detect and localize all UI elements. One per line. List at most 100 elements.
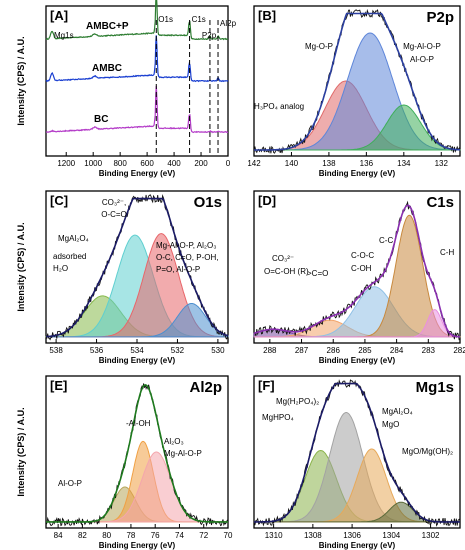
x-tick-label: 1308 [304,531,322,540]
panel-4: [D] C1s 288 287 286 285 284 283 282 Binding Energ… [253,190,465,365]
component-peak [46,303,229,338]
fit-envelope [45,197,229,338]
series-label: BC [94,114,108,125]
peak-annotation: >C=O [307,269,328,278]
peak-annotation: Al-O-P [58,479,82,488]
series-label: AMBC+P [86,21,129,32]
x-tick-label: 132 [435,159,449,168]
peak-annotation: CO₃²⁻ [272,254,294,263]
x-tick-label: 1000 [84,159,102,168]
peak-annotation: MgAl₂O₄ [382,407,413,416]
fit-envelope [254,382,460,523]
x-tick-label: 285 [358,346,372,355]
x-axis-label: Binding Energy (eV) [99,541,176,550]
x-tick-label: 1310 [265,531,283,540]
series-line [45,35,229,83]
fit-envelope [254,12,461,151]
peak-label: Mg1s [54,31,74,40]
x-tick-label: 200 [194,159,208,168]
plot-frame [253,5,461,157]
x-tick-label: 534 [130,346,144,355]
x-tick-label: 600 [140,159,154,168]
peak-label: C1s [192,15,206,24]
peak-annotation: MgHPO₄ [262,413,294,422]
x-tick-label: 84 [54,531,63,540]
panel-title: P2p [426,9,454,26]
peak-annotation: Mg-O-P [305,42,333,51]
panel-3: [C] O1s 538 536 534 532 530 Binding Energy (eV)… [16,190,229,365]
peak-annotation: Mg(H₂PO₄)₂ [276,397,319,406]
peak-annotation: P=O, Al-O-P [156,265,200,274]
peak-annotation: Mg-Al-O-P, Al₂O₃ [156,241,216,250]
panel-label: [C] [50,193,68,208]
peak-annotation: C-O-C [351,251,374,260]
x-tick-label: 538 [49,346,63,355]
x-tick-label: 286 [327,346,341,355]
plot-frame [253,190,461,344]
panel-title: O1s [194,194,222,211]
x-tick-label: 288 [263,346,277,355]
panel-title: Al2p [189,379,222,396]
x-axis-label: Binding Energy (eV) [319,356,396,365]
y-axis-label: Intensity (CPS) / A.U. [16,407,26,496]
x-tick-label: 134 [397,159,411,168]
y-axis-label: Intensity (CPS) / A.U. [16,36,26,125]
x-axis-label: Binding Energy (eV) [99,169,176,178]
peak-annotation: Al-O-P [410,55,434,64]
peak-annotation: Al₂O₃ [164,437,184,446]
x-tick-label: 532 [171,346,185,355]
x-tick-label: 1306 [343,531,361,540]
plot-frame [253,375,461,529]
peak-annotation: C-H [440,248,454,257]
panel-label: [F] [258,378,275,393]
peak-annotation: C-OH [351,264,372,273]
peak-annotation: adsorbed [53,252,86,261]
x-tick-label: 1302 [422,531,440,540]
series-line [45,0,229,41]
fit-envelope [46,384,228,523]
x-tick-label: 136 [360,159,374,168]
peak-annotation: O-C, C=O, P-OH, [156,253,218,262]
x-tick-label: 530 [211,346,225,355]
plot-frame [45,375,229,529]
component-peak [254,309,460,338]
panel-title: Mg1s [416,379,454,396]
series-line [45,85,229,134]
x-tick-label: 140 [285,159,299,168]
panel-1: [A] 1200 1000 800 600 400 200 0 Binding Energy (… [16,0,237,178]
x-tick-label: 1304 [382,531,400,540]
peak-annotation: O-C=O [101,210,127,219]
panel-6: [F] Mg1s 1310 1308 1306 1304 1302 Binding Energ… [253,375,461,550]
panel-label: [D] [258,193,276,208]
peak-annotation: Mg-Al-O-P [403,42,441,51]
x-tick-label: 76 [151,531,160,540]
peak-annotation: H₃PO₄ analog [254,102,304,111]
x-tick-label: 70 [224,531,233,540]
x-tick-label: 283 [422,346,436,355]
peak-annotation: Mg-Al-O-P [164,449,202,458]
fit-envelope [253,204,461,338]
peak-label: Al2p [220,19,237,28]
peak-label: O1s [158,15,173,24]
panel-label: [A] [50,8,68,23]
x-axis-label: Binding Energy (eV) [319,169,396,178]
panel-title: C1s [426,194,454,211]
panel-5: [E] Al2p 84 82 80 78 76 74 72 70 Binding Energy (e… [16,375,233,550]
x-tick-label: 74 [175,531,184,540]
panel-2: [B] P2p 142 140 138 136 134 132 Binding Energy (… [247,5,461,178]
x-tick-label: 142 [247,159,261,168]
x-tick-label: 282 [453,346,465,355]
x-tick-label: 536 [90,346,104,355]
panel-label: [B] [258,8,276,23]
peak-annotation: MgAl₂O₄ [58,234,89,243]
peak-annotation: CO₃²⁻, [102,198,126,207]
x-tick-label: 800 [113,159,127,168]
x-tick-label: 80 [102,531,111,540]
x-axis-label: Binding Energy (eV) [99,356,176,365]
x-tick-label: 72 [199,531,208,540]
x-axis-label: Binding Energy (eV) [319,541,396,550]
x-tick-label: 284 [390,346,404,355]
x-tick-label: 400 [167,159,181,168]
peak-annotation: -Al-OH [126,419,151,428]
